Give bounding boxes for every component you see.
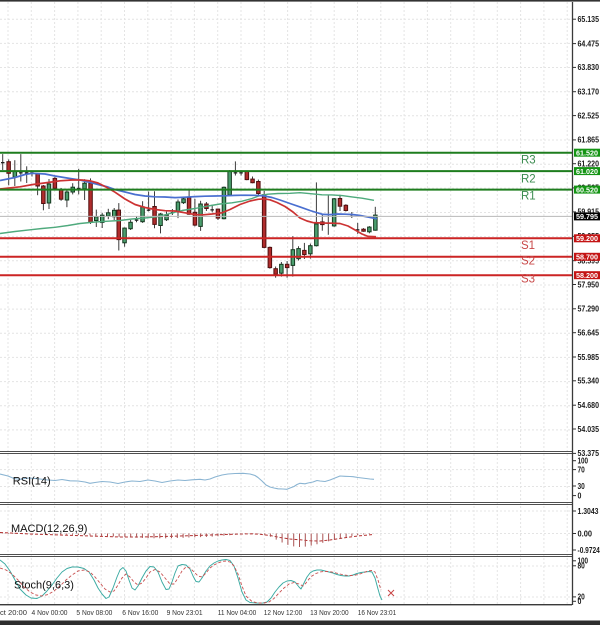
svg-text:58.595: 58.595 xyxy=(578,257,600,266)
svg-text:55.340: 55.340 xyxy=(578,377,600,386)
svg-text:61.520: 61.520 xyxy=(576,151,598,158)
svg-text:80: 80 xyxy=(578,562,586,571)
svg-text:63.170: 63.170 xyxy=(578,88,600,97)
svg-text:61.865: 61.865 xyxy=(578,136,600,145)
svg-text:6 Nov 16:00: 6 Nov 16:00 xyxy=(122,610,158,617)
svg-text:5 Nov 08:00: 5 Nov 08:00 xyxy=(76,610,112,617)
svg-text:64.475: 64.475 xyxy=(578,39,600,48)
svg-text:56.645: 56.645 xyxy=(578,329,600,338)
svg-text:Stoch(9,6,3): Stoch(9,6,3) xyxy=(14,580,74,592)
svg-text:70: 70 xyxy=(578,465,586,474)
svg-text:ct 20:00: ct 20:00 xyxy=(0,610,27,617)
svg-text:59.795: 59.795 xyxy=(576,214,598,221)
svg-text:61.220: 61.220 xyxy=(578,160,600,169)
svg-text:57.290: 57.290 xyxy=(578,305,600,314)
svg-text:63.830: 63.830 xyxy=(578,63,600,72)
svg-text:59.915: 59.915 xyxy=(578,208,600,217)
svg-text:S1: S1 xyxy=(521,240,535,252)
svg-text:20: 20 xyxy=(578,593,586,602)
svg-text:13 Nov 20:00: 13 Nov 20:00 xyxy=(310,610,349,617)
svg-text:57.950: 57.950 xyxy=(578,280,600,289)
svg-text:R3: R3 xyxy=(521,155,536,167)
svg-text:1.3043: 1.3043 xyxy=(578,507,599,516)
svg-text:RSI(14): RSI(14) xyxy=(13,476,51,488)
svg-text:0.00: 0.00 xyxy=(578,529,593,538)
svg-text:30: 30 xyxy=(578,482,586,491)
svg-text:S2: S2 xyxy=(521,256,535,268)
svg-text:55.985: 55.985 xyxy=(578,353,600,362)
svg-text:61.020: 61.020 xyxy=(576,169,598,176)
svg-text:58.700: 58.700 xyxy=(576,255,598,262)
svg-text:9 Nov 23:01: 9 Nov 23:01 xyxy=(167,610,203,617)
svg-text:-0.9724: -0.9724 xyxy=(578,546,600,555)
svg-text:0: 0 xyxy=(578,597,582,606)
svg-text:12 Nov 12:00: 12 Nov 12:00 xyxy=(264,610,303,617)
svg-text:11 Nov 04:00: 11 Nov 04:00 xyxy=(218,610,257,617)
svg-text:4 Nov 00:00: 4 Nov 00:00 xyxy=(32,610,68,617)
svg-text:MACD(12,26,9): MACD(12,26,9) xyxy=(11,523,87,535)
svg-text:54.035: 54.035 xyxy=(578,425,600,434)
svg-text:58.200: 58.200 xyxy=(576,273,598,280)
svg-text:R2: R2 xyxy=(521,174,536,186)
svg-text:54.680: 54.680 xyxy=(578,401,600,410)
svg-text:60.520: 60.520 xyxy=(576,187,598,194)
svg-text:100: 100 xyxy=(578,457,589,466)
svg-text:65.135: 65.135 xyxy=(578,15,600,24)
svg-text:R1: R1 xyxy=(521,191,536,203)
svg-text:53.375: 53.375 xyxy=(578,449,600,458)
svg-text:62.525: 62.525 xyxy=(578,111,600,120)
svg-text:59.200: 59.200 xyxy=(576,236,598,243)
svg-text:16 Nov 23:01: 16 Nov 23:01 xyxy=(358,610,397,617)
svg-text:100: 100 xyxy=(578,557,589,566)
svg-text:S3: S3 xyxy=(521,274,535,286)
svg-text:0: 0 xyxy=(578,491,582,500)
